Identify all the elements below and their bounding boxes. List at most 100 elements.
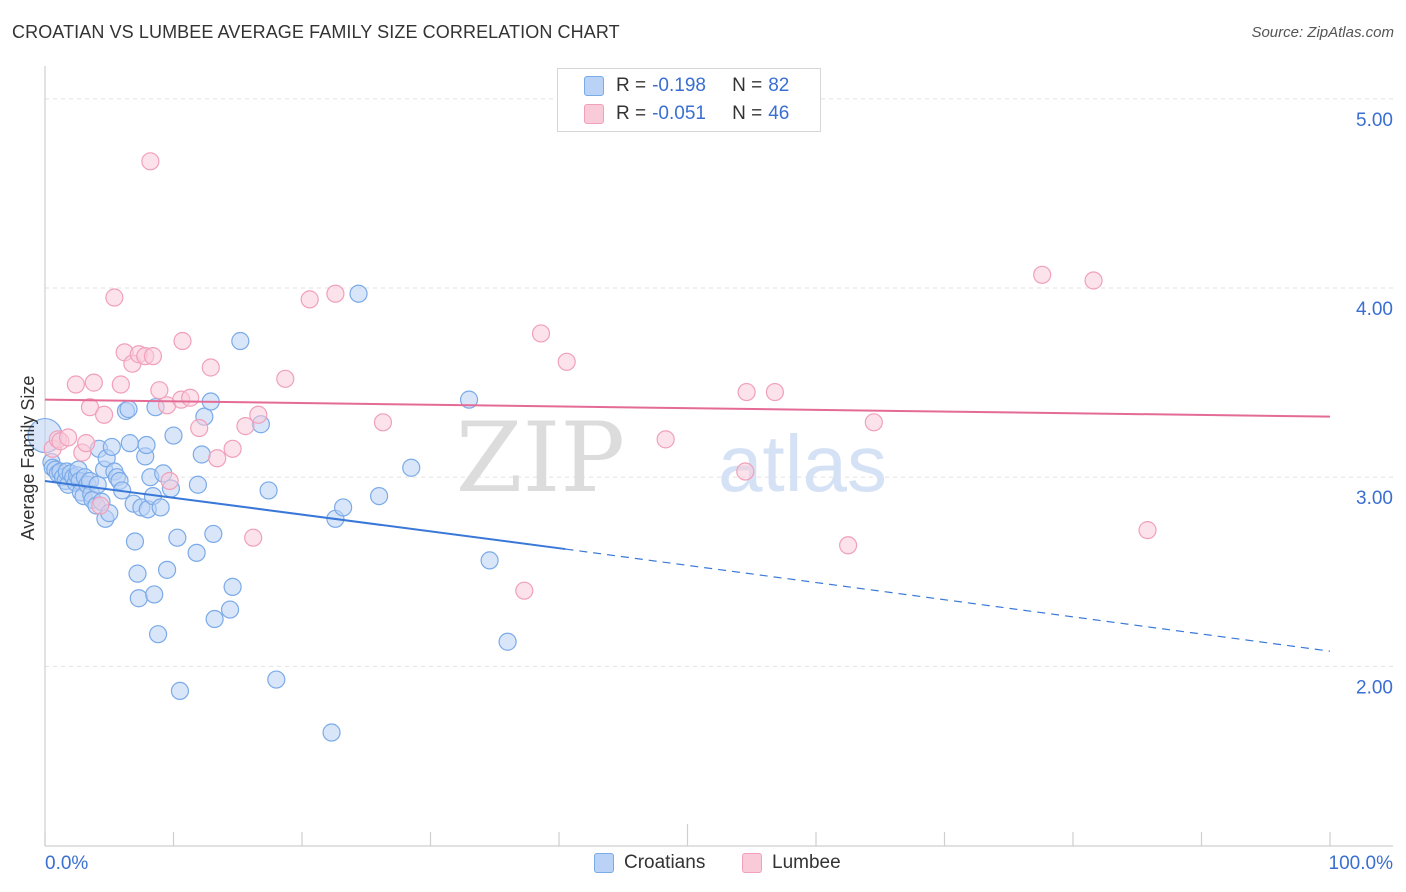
- r-label: R =: [616, 75, 647, 96]
- lumbee-point: [244, 528, 263, 547]
- croatians-point: [120, 434, 139, 453]
- croatians-trend-dashed: [565, 548, 1331, 652]
- x-tick-label-min: 0.0%: [45, 853, 88, 874]
- lumbee-point: [208, 449, 227, 468]
- source-label: Source: ZipAtlas.com: [1251, 24, 1394, 41]
- lumbee-point: [737, 382, 756, 402]
- croatians-trend-solid: [44, 479, 566, 551]
- legend-row-lumbee: R = -0.051 N = 46: [584, 102, 789, 126]
- croatians-point: [322, 723, 341, 742]
- croatians-point: [102, 437, 121, 457]
- lumbee-swatch: [742, 853, 762, 873]
- croatians-point: [88, 475, 107, 494]
- y-tick-label: 3.00: [1356, 488, 1393, 509]
- legend-item-lumbee[interactable]: Lumbee: [742, 852, 841, 874]
- lumbee-swatch: [584, 104, 604, 124]
- croatians-point: [220, 600, 240, 619]
- croatians-point: [188, 475, 208, 494]
- lumbee-point: [66, 375, 85, 394]
- legend-label-lumbee: Lumbee: [772, 852, 841, 873]
- lumbee-point: [1033, 265, 1052, 284]
- lumbee-point: [373, 413, 393, 432]
- legend-label-croatians: Croatians: [624, 852, 706, 873]
- points-layer: [27, 152, 1157, 742]
- croatians-point: [498, 632, 517, 651]
- lumbee-point: [326, 284, 345, 303]
- lumbee-point: [736, 462, 755, 481]
- croatians-point: [459, 390, 479, 409]
- croatians-point: [267, 670, 286, 689]
- croatians-point: [168, 528, 187, 547]
- chart-title: CROATIAN VS LUMBEE AVERAGE FAMILY SIZE C…: [12, 22, 620, 42]
- croatians-point: [137, 435, 156, 455]
- lumbee-point: [223, 439, 242, 458]
- croatians-point: [223, 577, 242, 596]
- n-value: 82: [768, 75, 790, 96]
- lumbee-point: [557, 352, 576, 371]
- series-legend: Croatians Lumbee: [0, 852, 1406, 878]
- croatians-point: [164, 426, 183, 445]
- lumbee-point: [143, 347, 163, 366]
- stats-legend: R = -0.198 N = 82 R = -0.051 N = 46: [557, 68, 821, 132]
- lumbee-point: [91, 496, 110, 515]
- lumbee-point: [236, 417, 255, 436]
- croatians-point: [128, 564, 147, 583]
- lumbee-point: [111, 375, 130, 394]
- y-tick-label: 4.00: [1356, 299, 1393, 320]
- croatians-swatch: [594, 853, 614, 873]
- series-lumbee: [43, 152, 1157, 600]
- lumbee-point: [765, 382, 784, 402]
- croatians-point: [170, 681, 190, 701]
- y-tick-label: 2.00: [1356, 677, 1393, 698]
- croatians-point: [402, 458, 421, 477]
- legend-item-croatians[interactable]: Croatians: [594, 852, 705, 874]
- lumbee-point: [105, 288, 124, 307]
- croatians-point: [349, 284, 368, 303]
- lumbee-point: [1138, 521, 1157, 540]
- croatians-point: [129, 589, 148, 608]
- croatians-point: [370, 486, 389, 506]
- y-axis-label: Average Family Size: [18, 376, 38, 541]
- croatians-point: [259, 481, 278, 500]
- legend-row-croatians: R = -0.198 N = 82: [584, 74, 789, 98]
- croatians-point: [187, 543, 206, 562]
- lumbee-trend: [44, 398, 1331, 418]
- croatians-point: [125, 532, 145, 551]
- watermark: ZIP atlas: [456, 402, 887, 514]
- croatians-point: [148, 625, 168, 644]
- lumbee-point: [77, 434, 96, 453]
- lumbee-point: [59, 428, 78, 447]
- r-value: -0.198: [652, 75, 706, 96]
- croatians-point: [231, 331, 250, 351]
- y-tick-label: 5.00: [1356, 110, 1393, 131]
- lumbee-point: [300, 290, 319, 309]
- lumbee-point: [150, 381, 169, 400]
- labels-layer: 2.00 3.00 4.00 5.00 0.0% 100.0% Average Family…: [18, 110, 1393, 874]
- lumbee-point: [80, 398, 100, 417]
- lumbee-point: [276, 369, 295, 388]
- croatians-point: [151, 498, 170, 517]
- lumbee-point: [1084, 271, 1103, 290]
- grid-layer: [45, 98, 1393, 667]
- lumbee-point: [95, 405, 114, 424]
- lumbee-point: [181, 388, 200, 407]
- n-label: N =: [732, 103, 763, 124]
- n-label: N =: [732, 75, 763, 96]
- lumbee-point: [160, 471, 179, 491]
- lumbee-point: [84, 373, 103, 392]
- croatians-point: [334, 498, 353, 517]
- lumbee-point: [656, 430, 675, 449]
- lumbee-point: [201, 358, 220, 377]
- croatians-point: [204, 524, 223, 544]
- lumbee-point: [173, 331, 192, 351]
- lumbee-point: [864, 413, 883, 432]
- croatians-point: [145, 585, 164, 604]
- croatians-point: [480, 551, 499, 570]
- lumbee-point: [531, 324, 551, 343]
- lumbee-point: [141, 152, 160, 171]
- r-value: -0.051: [652, 103, 706, 124]
- croatians-point: [119, 399, 138, 419]
- lumbee-point: [839, 536, 858, 555]
- watermark-zip: ZIP: [456, 402, 625, 514]
